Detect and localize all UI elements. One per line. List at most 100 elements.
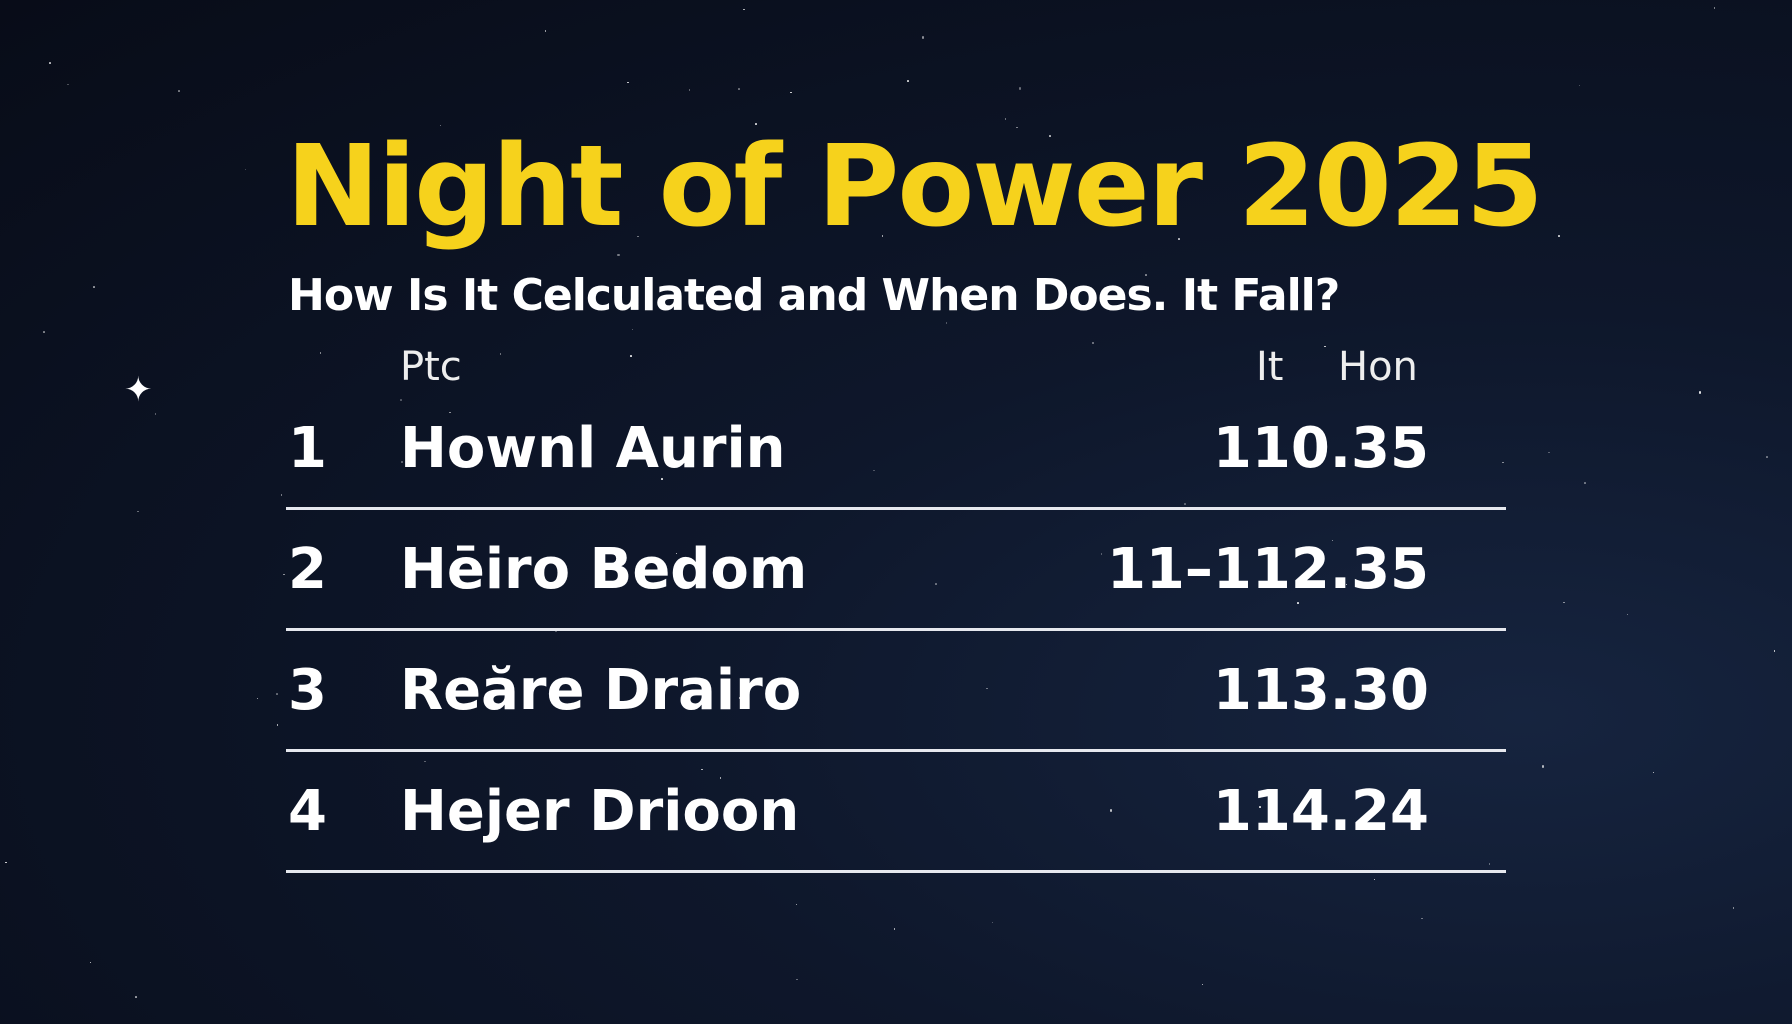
star bbox=[1421, 917, 1423, 920]
star bbox=[1488, 863, 1491, 865]
star bbox=[1331, 539, 1334, 542]
star bbox=[439, 124, 442, 127]
star bbox=[582, 448, 585, 452]
row-rank: 4 bbox=[288, 779, 327, 844]
row-value: 11–112.35 bbox=[1106, 537, 1429, 602]
star bbox=[135, 996, 137, 998]
star bbox=[1184, 503, 1186, 505]
star bbox=[424, 760, 426, 763]
star bbox=[276, 724, 279, 726]
column-header-it: It bbox=[1256, 344, 1284, 390]
row-value: 113.30 bbox=[1212, 658, 1429, 723]
row-divider bbox=[286, 870, 1506, 873]
star bbox=[1713, 7, 1716, 9]
star bbox=[701, 768, 703, 771]
star bbox=[280, 494, 283, 496]
star bbox=[178, 90, 180, 92]
star bbox=[796, 978, 798, 981]
star bbox=[755, 123, 757, 125]
row-name: Hownl Aurin bbox=[400, 416, 786, 481]
star bbox=[1652, 771, 1655, 774]
star bbox=[276, 693, 278, 695]
star bbox=[1541, 765, 1545, 768]
star bbox=[592, 157, 594, 159]
star bbox=[1259, 806, 1261, 808]
star bbox=[991, 921, 994, 924]
star bbox=[1373, 878, 1376, 881]
star bbox=[1558, 235, 1560, 237]
page-subtitle: How Is It Celculated and When Does. It F… bbox=[288, 270, 1340, 321]
star bbox=[49, 62, 51, 64]
star bbox=[555, 630, 557, 632]
star bbox=[1178, 238, 1180, 240]
table-row: 4 Hejer Drioon 114.24 bbox=[286, 753, 1506, 873]
star bbox=[986, 687, 988, 690]
star bbox=[705, 702, 707, 704]
star bbox=[283, 573, 285, 576]
star bbox=[630, 355, 632, 357]
star bbox=[921, 36, 925, 39]
star bbox=[1766, 456, 1768, 458]
star bbox=[137, 510, 139, 513]
row-rank: 2 bbox=[288, 537, 327, 602]
page-title: Night of Power 2025 bbox=[286, 122, 1544, 252]
star bbox=[43, 331, 45, 333]
star bbox=[1049, 135, 1051, 137]
column-header-hon: Hon bbox=[1338, 344, 1418, 390]
star bbox=[664, 305, 666, 308]
star bbox=[499, 353, 502, 355]
star bbox=[661, 478, 663, 480]
star bbox=[1004, 118, 1007, 120]
row-name: Reăre Drairo bbox=[400, 658, 802, 723]
star bbox=[743, 8, 745, 11]
star bbox=[1502, 461, 1504, 464]
star bbox=[89, 961, 92, 964]
table-row: 2 Hēiro Bedom 11–112.35 bbox=[286, 511, 1506, 631]
star bbox=[1626, 613, 1629, 616]
star bbox=[67, 83, 69, 86]
star bbox=[1563, 601, 1565, 604]
star bbox=[945, 322, 948, 324]
star bbox=[1548, 451, 1550, 454]
row-value: 114.24 bbox=[1212, 779, 1429, 844]
star bbox=[617, 253, 620, 257]
star bbox=[154, 413, 157, 415]
row-value: 110.35 bbox=[1212, 416, 1429, 481]
row-divider bbox=[286, 628, 1506, 631]
table-row: 3 Reăre Drairo 113.30 bbox=[286, 632, 1506, 752]
row-divider bbox=[286, 507, 1506, 510]
star bbox=[244, 168, 247, 171]
sparkle-star-icon: ✦ bbox=[124, 370, 153, 410]
star bbox=[675, 552, 678, 555]
column-header-name: Ptc bbox=[400, 344, 462, 390]
row-rank: 1 bbox=[288, 416, 327, 481]
star bbox=[256, 697, 259, 700]
star bbox=[631, 328, 634, 331]
star bbox=[1297, 602, 1299, 604]
star bbox=[1109, 809, 1113, 812]
star bbox=[738, 697, 741, 699]
star bbox=[881, 235, 884, 237]
table-row: 1 Hownl Aurin 110.35 bbox=[286, 390, 1506, 510]
star bbox=[93, 286, 95, 288]
star bbox=[1201, 983, 1204, 986]
row-divider bbox=[286, 749, 1506, 752]
star bbox=[688, 89, 691, 91]
star bbox=[1345, 583, 1348, 586]
star bbox=[893, 928, 896, 930]
star bbox=[1578, 84, 1581, 87]
star bbox=[1773, 650, 1776, 652]
star bbox=[1584, 482, 1586, 484]
star bbox=[627, 81, 629, 84]
star bbox=[719, 777, 722, 779]
star bbox=[907, 80, 909, 82]
star bbox=[1091, 341, 1095, 345]
star bbox=[401, 461, 403, 463]
star bbox=[319, 352, 322, 354]
star bbox=[736, 291, 738, 293]
star bbox=[790, 91, 792, 94]
star bbox=[544, 30, 547, 32]
star bbox=[873, 469, 875, 472]
star bbox=[5, 861, 7, 864]
star bbox=[449, 411, 451, 414]
